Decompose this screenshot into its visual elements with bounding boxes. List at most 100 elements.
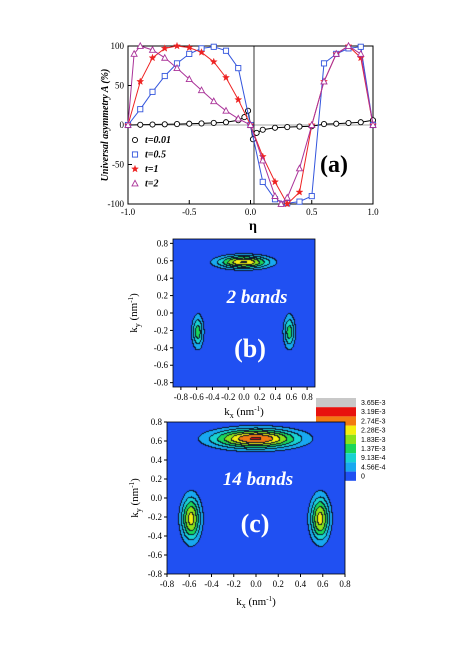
data-point [136, 77, 145, 85]
series-t-0-01 [124, 107, 377, 143]
legend-marker [131, 136, 139, 144]
y-tick-label: 0.2 [151, 474, 162, 484]
y-tick-label: 0.8 [151, 417, 163, 427]
data-point [345, 119, 352, 127]
bands-label-b: 2 bands [226, 287, 288, 308]
data-point [185, 75, 194, 83]
colorbar-label: 0 [361, 474, 365, 481]
heatmap-2-bands: 0.80.60.40.20.0-0.2-0.4-0.6-0.8 -0.8 -0.6… [127, 238, 316, 420]
data-point [271, 177, 279, 186]
panel-label-b: (b) [234, 334, 266, 363]
y-tick-label: -0.8 [148, 569, 163, 579]
data-point [320, 77, 328, 85]
data-point [173, 121, 181, 128]
legend-marker [131, 151, 139, 158]
y-tick-label: 0.8 [157, 238, 169, 248]
colorbar-label: 1.37E-3 [361, 446, 386, 453]
y-axis-label-c: ky (nm-1) [128, 478, 143, 518]
data-point [271, 124, 279, 131]
heatmap-image-b [173, 239, 315, 387]
panel-label-c: (c) [241, 509, 270, 538]
y-tick-label: -50 [112, 160, 124, 170]
data-point [161, 72, 168, 80]
y-tick-label: -0.6 [154, 360, 169, 370]
data-point [283, 199, 292, 208]
legend-label: t=2 [145, 179, 158, 190]
data-point [259, 178, 266, 185]
data-point [283, 193, 292, 201]
x-tick-label: 1.0 [367, 207, 379, 217]
data-point [197, 86, 206, 94]
y-tick-label: 0.2 [157, 291, 168, 301]
panel-label-a: (a) [320, 152, 348, 178]
data-point [130, 49, 138, 57]
data-point [149, 121, 156, 128]
x-tick-label: 0.2 [254, 392, 265, 402]
data-point [136, 41, 145, 49]
data-point [246, 120, 255, 128]
data-point [148, 53, 157, 62]
data-point [307, 120, 316, 128]
x-tick-label: 0.0 [238, 392, 250, 402]
y-tick-label: 100 [111, 41, 125, 51]
data-point [356, 49, 365, 57]
x-tick-label: 0.6 [286, 392, 298, 402]
y-tick-label: 0.0 [157, 308, 169, 318]
data-point [320, 121, 328, 128]
colorbar-swatch [316, 407, 356, 417]
data-point [222, 73, 230, 81]
x-tick-label: -0.4 [204, 579, 219, 589]
y-tick-label: -0.2 [148, 512, 162, 522]
data-point [271, 191, 279, 199]
data-point [222, 106, 230, 114]
data-point [160, 53, 169, 61]
data-point [295, 187, 304, 196]
x-tick-label: 0.6 [317, 579, 329, 589]
y-tick-label: 0.0 [151, 493, 163, 503]
data-point [148, 45, 157, 53]
y-tick-label: 0.6 [157, 256, 169, 266]
y-tick-label: 50 [115, 81, 125, 91]
x-tick-label: 0.0 [250, 579, 262, 589]
colorbar-label: 4.56E-4 [361, 464, 386, 471]
data-point [197, 48, 206, 56]
legend-marker [131, 179, 139, 187]
colorbar-label: 3.19E-3 [361, 409, 386, 416]
colorbar-label: 9.13E-4 [361, 455, 386, 462]
data-point [137, 121, 144, 128]
x-axis-label-c: kx (nm-1) [236, 595, 276, 610]
y-axis-label-b: ky (nm-1) [127, 293, 142, 333]
data-point [210, 43, 217, 50]
heatmap-14-bands: 0.8 0.6 0.4 0.2 0.0 -0.2 -0.4 -0.6 -0.8 -0.8 -0.6… [128, 417, 351, 610]
x-tick-label: -0.6 [190, 392, 205, 402]
x-tick-label: 0.4 [295, 579, 307, 589]
data-point [198, 120, 205, 127]
x-tick-label: 0.0 [245, 207, 257, 217]
data-point [234, 95, 243, 104]
data-point [295, 164, 304, 172]
x-tick-label: -0.5 [182, 207, 197, 217]
data-point [357, 119, 364, 126]
bands-label-c: 14 bands [223, 469, 293, 490]
data-point [173, 63, 181, 71]
y-tick-label: -0.4 [154, 343, 169, 353]
data-point [160, 44, 169, 52]
legend-label: t=0.01 [145, 135, 171, 146]
data-point [149, 88, 156, 95]
heatmap-image-c [167, 422, 345, 574]
data-point [344, 41, 353, 49]
data-point [258, 156, 267, 164]
y-tick-label: 0.4 [151, 455, 163, 465]
y-tick-label: -0.8 [154, 378, 169, 388]
colorbar-swatch [316, 416, 356, 426]
y-tick-label: -0.6 [148, 550, 163, 560]
data-point [210, 119, 217, 126]
data-point [124, 120, 132, 128]
y-tick-label: 0 [120, 120, 125, 130]
x-tick-label: 0.8 [301, 392, 313, 402]
data-point [235, 65, 242, 72]
legend: t=0.01 t=0.5 t=1 t=2 [131, 135, 171, 190]
x-tick-label: -0.8 [160, 579, 175, 589]
legend-label: t=1 [145, 164, 158, 175]
